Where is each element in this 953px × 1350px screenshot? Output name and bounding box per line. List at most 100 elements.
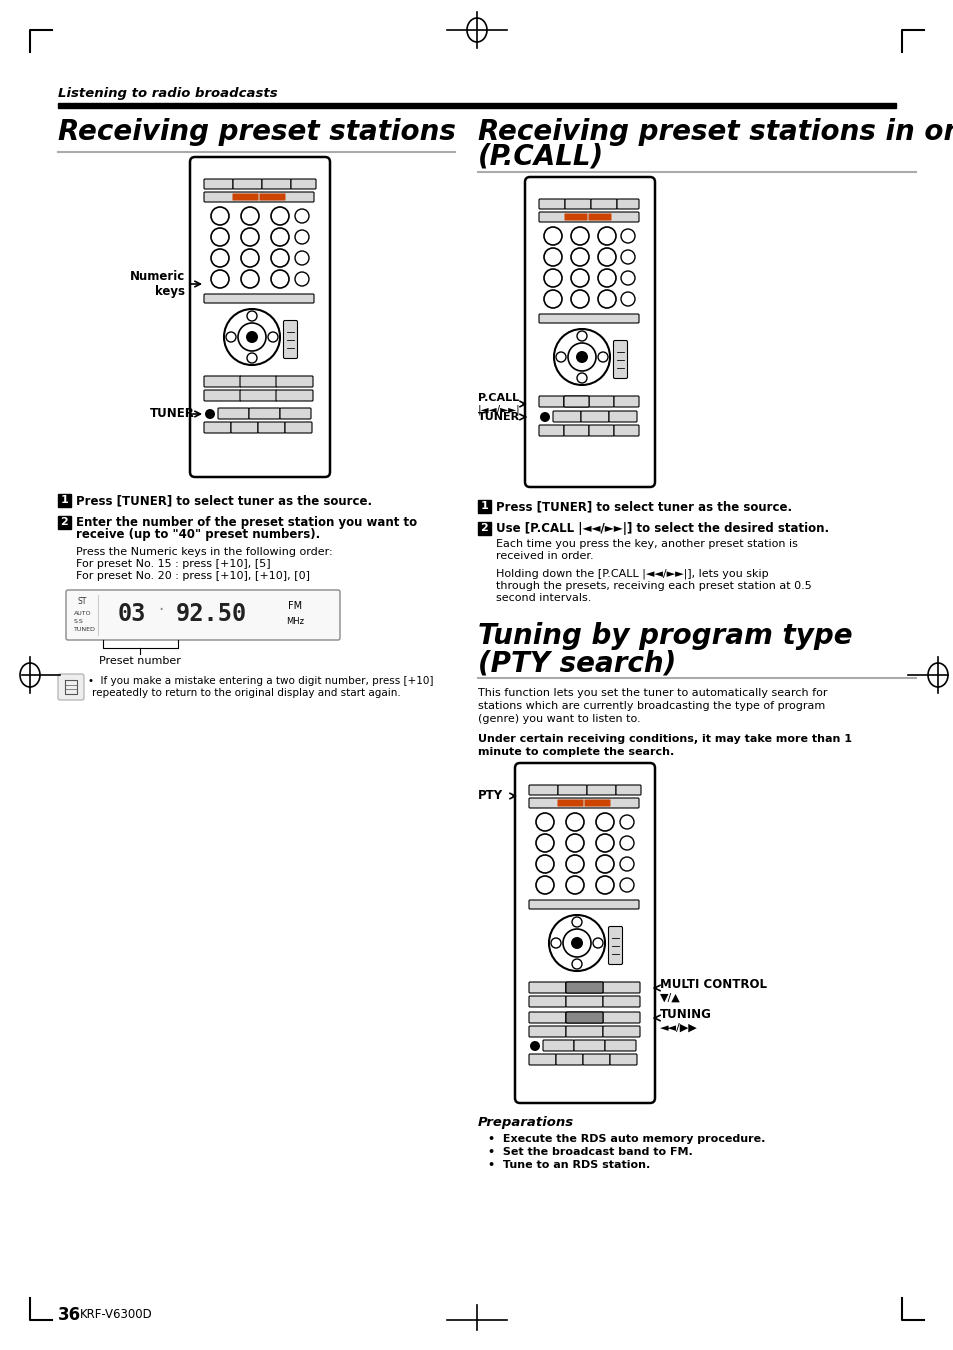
FancyBboxPatch shape xyxy=(529,798,639,809)
FancyBboxPatch shape xyxy=(590,198,617,209)
FancyBboxPatch shape xyxy=(233,180,262,189)
Text: Press [TUNER] to select tuner as the source.: Press [TUNER] to select tuner as the sou… xyxy=(76,494,372,508)
FancyBboxPatch shape xyxy=(275,390,313,401)
Text: repeatedly to return to the original display and start again.: repeatedly to return to the original dis… xyxy=(91,688,400,698)
FancyBboxPatch shape xyxy=(614,396,639,406)
Bar xyxy=(58,516,71,529)
FancyBboxPatch shape xyxy=(275,377,313,387)
Text: (P.CALL): (P.CALL) xyxy=(477,143,603,171)
FancyBboxPatch shape xyxy=(582,1054,609,1065)
Text: 2: 2 xyxy=(61,517,69,528)
Circle shape xyxy=(576,351,587,363)
FancyBboxPatch shape xyxy=(586,784,616,795)
Text: Use [P.CALL |◄◄/►►|] to select the desired station.: Use [P.CALL |◄◄/►►|] to select the desir… xyxy=(496,522,828,535)
FancyBboxPatch shape xyxy=(538,425,563,436)
Text: minute to complete the search.: minute to complete the search. xyxy=(477,747,674,757)
FancyBboxPatch shape xyxy=(563,396,588,406)
Text: TUNING: TUNING xyxy=(659,1008,711,1022)
Text: MULTI CONTROL: MULTI CONTROL xyxy=(659,979,766,991)
Bar xyxy=(58,494,71,508)
FancyBboxPatch shape xyxy=(612,213,635,220)
FancyBboxPatch shape xyxy=(588,396,614,406)
FancyBboxPatch shape xyxy=(565,1026,602,1037)
Bar xyxy=(58,103,895,108)
FancyBboxPatch shape xyxy=(613,340,627,378)
Text: MHz: MHz xyxy=(286,617,304,626)
FancyBboxPatch shape xyxy=(617,198,639,209)
FancyBboxPatch shape xyxy=(529,1012,565,1023)
FancyBboxPatch shape xyxy=(204,192,314,202)
FancyBboxPatch shape xyxy=(205,193,232,201)
Text: For preset No. 20 : press [+10], [+10], [0]: For preset No. 20 : press [+10], [+10], … xyxy=(76,571,310,580)
FancyBboxPatch shape xyxy=(538,396,563,406)
FancyBboxPatch shape xyxy=(240,390,276,401)
FancyBboxPatch shape xyxy=(218,408,249,418)
FancyBboxPatch shape xyxy=(565,1012,602,1023)
Text: |◄◄/►►|: |◄◄/►►| xyxy=(477,405,520,416)
FancyBboxPatch shape xyxy=(529,900,639,909)
FancyBboxPatch shape xyxy=(291,180,315,189)
Text: Holding down the [P.CALL |◄◄/►►|], lets you skip: Holding down the [P.CALL |◄◄/►►|], lets … xyxy=(496,568,768,579)
Text: •  Set the broadcast band to FM.: • Set the broadcast band to FM. xyxy=(488,1148,692,1157)
FancyBboxPatch shape xyxy=(280,408,311,418)
FancyBboxPatch shape xyxy=(515,763,655,1103)
Text: 92.50: 92.50 xyxy=(175,602,247,626)
FancyBboxPatch shape xyxy=(283,320,297,359)
FancyBboxPatch shape xyxy=(588,213,611,220)
FancyBboxPatch shape xyxy=(558,784,586,795)
FancyBboxPatch shape xyxy=(563,425,588,436)
Text: Receiving preset stations: Receiving preset stations xyxy=(58,117,456,146)
FancyBboxPatch shape xyxy=(529,784,558,795)
FancyBboxPatch shape xyxy=(602,996,639,1007)
FancyBboxPatch shape xyxy=(204,294,314,302)
FancyBboxPatch shape xyxy=(529,1054,556,1065)
FancyBboxPatch shape xyxy=(557,799,583,806)
FancyBboxPatch shape xyxy=(542,1040,574,1052)
Text: Receiving preset stations in order: Receiving preset stations in order xyxy=(477,117,953,146)
Text: AUTO: AUTO xyxy=(74,612,91,617)
FancyBboxPatch shape xyxy=(553,410,580,423)
Text: KRF-V6300D: KRF-V6300D xyxy=(80,1308,152,1322)
Text: •  Tune to an RDS station.: • Tune to an RDS station. xyxy=(488,1160,650,1170)
Text: ·: · xyxy=(158,601,163,620)
Bar xyxy=(477,522,491,535)
FancyBboxPatch shape xyxy=(584,799,610,806)
Text: S.S: S.S xyxy=(74,620,84,625)
FancyBboxPatch shape xyxy=(204,390,241,401)
Text: 36: 36 xyxy=(58,1305,81,1324)
Text: TUNER: TUNER xyxy=(150,408,194,420)
Text: Enter the number of the preset station you want to: Enter the number of the preset station y… xyxy=(76,516,416,529)
Text: 03: 03 xyxy=(118,602,147,626)
Text: received in order.: received in order. xyxy=(496,551,593,562)
FancyBboxPatch shape xyxy=(529,996,565,1007)
Circle shape xyxy=(539,412,550,423)
Bar xyxy=(477,500,491,513)
FancyBboxPatch shape xyxy=(616,784,640,795)
Text: Tuning by program type: Tuning by program type xyxy=(477,622,852,649)
Text: ◄◄/▶▶: ◄◄/▶▶ xyxy=(659,1023,697,1033)
FancyBboxPatch shape xyxy=(524,177,655,487)
Text: 1: 1 xyxy=(61,495,69,505)
FancyBboxPatch shape xyxy=(204,423,231,433)
FancyBboxPatch shape xyxy=(285,423,312,433)
FancyBboxPatch shape xyxy=(609,1054,637,1065)
Text: For preset No. 15 : press [+10], [5]: For preset No. 15 : press [+10], [5] xyxy=(76,559,271,568)
Text: •  Execute the RDS auto memory procedure.: • Execute the RDS auto memory procedure. xyxy=(488,1134,764,1143)
FancyBboxPatch shape xyxy=(604,1040,636,1052)
FancyBboxPatch shape xyxy=(580,410,608,423)
Text: FM: FM xyxy=(288,601,302,612)
FancyBboxPatch shape xyxy=(259,193,285,201)
FancyBboxPatch shape xyxy=(564,213,587,220)
FancyBboxPatch shape xyxy=(538,315,639,323)
Text: TUNER: TUNER xyxy=(477,412,519,423)
FancyBboxPatch shape xyxy=(602,1026,639,1037)
FancyBboxPatch shape xyxy=(602,981,639,994)
FancyBboxPatch shape xyxy=(564,198,590,209)
Text: Under certain receiving conditions, it may take more than 1: Under certain receiving conditions, it m… xyxy=(477,734,851,744)
FancyBboxPatch shape xyxy=(608,410,637,423)
Text: keys: keys xyxy=(154,285,185,297)
Circle shape xyxy=(571,937,582,949)
FancyBboxPatch shape xyxy=(249,408,280,418)
Text: second intervals.: second intervals. xyxy=(496,593,591,603)
FancyBboxPatch shape xyxy=(204,180,233,189)
